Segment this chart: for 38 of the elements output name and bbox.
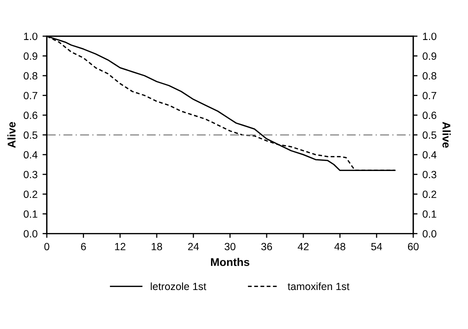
y2-tick-label: 0.9 [422, 52, 436, 60]
x-tick-label: 6 [81, 242, 86, 250]
y2-tick-label: 0.7 [422, 92, 436, 100]
y-tick-label: 0.8 [24, 72, 38, 80]
y2-tick-label: 0.2 [422, 190, 436, 198]
y-tick-label: 0.3 [24, 170, 38, 178]
x-tick-label: 48 [334, 242, 346, 250]
x-tick-label: 0 [44, 242, 50, 250]
x-axis-title: Months [211, 258, 250, 266]
x-tick-label: 36 [261, 242, 272, 250]
legend-label: letrozole 1st [150, 282, 206, 290]
y2-tick-label: 0.1 [422, 210, 436, 218]
y2-tick-label: 0.4 [422, 151, 436, 159]
y-tick-label: 0.5 [24, 131, 38, 139]
x-tick-label: 54 [371, 243, 382, 250]
y2-tick-label: 0.6 [422, 112, 436, 120]
x-tick-label: 30 [224, 242, 236, 250]
x-tick-label: 18 [152, 242, 162, 250]
text: 0.0 [422, 230, 436, 238]
y2-axis-title: Alive [442, 122, 451, 148]
legend-label: tamoxifen 1st [288, 282, 350, 290]
text: 0.0 [24, 230, 38, 238]
x-tick-label: 60 [408, 242, 419, 250]
y2-tick-label: 0.8 [422, 72, 436, 80]
y-tick-label: 0.7 [24, 92, 38, 100]
y-tick-label: 0.6 [24, 112, 38, 120]
y2-tick-label: 0.3 [422, 170, 436, 178]
y2-tick-label: 0.5 [422, 131, 436, 139]
y-tick-label: 0.9 [24, 52, 38, 60]
y-tick-label: 0.2 [24, 190, 38, 198]
x-tick-label: 42 [298, 242, 309, 250]
y-tick-label: 0.4 [24, 151, 38, 159]
y-tick-label: 0.1 [24, 210, 38, 218]
y-axis-title: Alive [7, 122, 16, 148]
text: 1.0 [24, 32, 38, 40]
x-tick-label: 24 [188, 242, 199, 250]
text: 1.0 [423, 32, 436, 40]
x-tick-label: 12 [115, 242, 126, 250]
